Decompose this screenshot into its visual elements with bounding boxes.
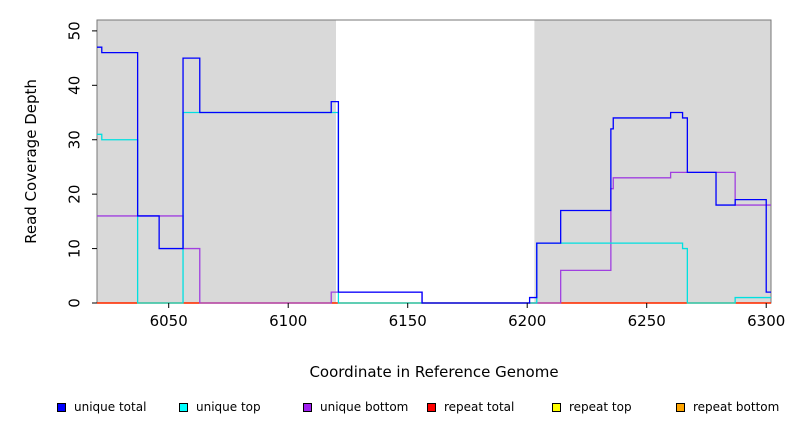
- y-tick-label: 20: [66, 185, 84, 204]
- x-axis-title: Coordinate in Reference Genome: [309, 363, 558, 381]
- y-tick-label: 50: [66, 21, 84, 40]
- legend-item-repeat-total: repeat total: [427, 400, 514, 414]
- series-line-unique-bottom: [97, 171, 771, 304]
- legend-swatch: [427, 402, 436, 412]
- legend-label: repeat bottom: [693, 400, 780, 414]
- legend: unique total unique top unique bottom repea…: [0, 400, 792, 420]
- y-tick-label: 30: [66, 130, 84, 149]
- y-tick-label: 10: [66, 239, 84, 258]
- legend-swatch: [57, 402, 66, 412]
- legend-item-unique-top: unique top: [179, 400, 261, 414]
- x-tick-label: 6200: [508, 312, 546, 330]
- series-line-unique-total: [97, 46, 771, 304]
- shaded-region-0: [97, 20, 337, 303]
- shaded-regions: [97, 20, 771, 303]
- legend-swatch: [676, 402, 685, 412]
- x-tick-label: 6300: [747, 312, 785, 330]
- x-tick-label: 6100: [269, 312, 307, 330]
- shaded-region-1: [534, 20, 771, 303]
- y-axis: 0 10 20 30 40 50: [66, 21, 97, 308]
- legend-label: unique bottom: [320, 400, 409, 414]
- x-tick-label: 6150: [389, 312, 427, 330]
- x-tick-label: 6250: [628, 312, 666, 330]
- legend-item-unique-bottom: unique bottom: [303, 400, 408, 414]
- coverage-chart: 6050 6100 6150 6200 6250 6300 0 10 20 30 40 50 Coo…: [22, 19, 785, 381]
- legend-swatch: [303, 402, 312, 412]
- y-tick-label: 40: [66, 76, 84, 95]
- legend-swatch: [552, 402, 561, 412]
- legend-item-unique-total: unique total: [57, 400, 146, 414]
- legend-item-repeat-top: repeat top: [552, 400, 632, 414]
- y-axis-title: Read Coverage Depth: [22, 79, 40, 244]
- series-lines: [97, 46, 771, 304]
- legend-swatch: [179, 402, 188, 412]
- x-axis: 6050 6100 6150 6200 6250 6300: [150, 303, 785, 330]
- legend-label: unique top: [196, 400, 261, 414]
- legend-label: repeat top: [569, 400, 632, 414]
- legend-label: unique total: [74, 400, 147, 414]
- y-tick-label: 0: [66, 298, 84, 308]
- x-tick-label: 6050: [150, 312, 188, 330]
- legend-label: repeat total: [444, 400, 515, 414]
- legend-item-repeat-bottom: repeat bottom: [676, 400, 779, 414]
